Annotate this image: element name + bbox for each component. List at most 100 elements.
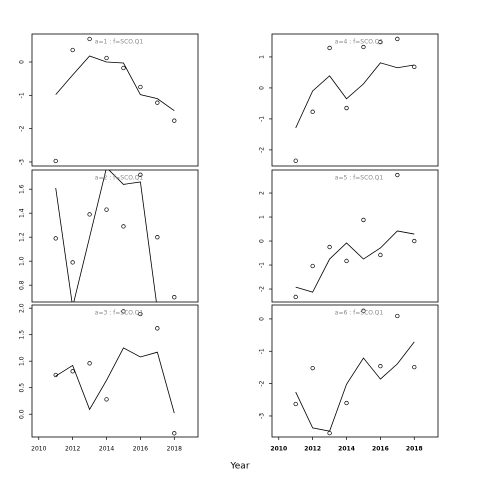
- y-tick-label: 0: [259, 86, 266, 90]
- data-point: [53, 236, 58, 241]
- data-point: [361, 44, 366, 50]
- panel: [53, 309, 177, 436]
- data-point: [310, 109, 315, 114]
- data-point: [70, 260, 75, 265]
- panel-frame: [271, 33, 439, 167]
- panel: [53, 170, 177, 302]
- panel: [53, 36, 177, 164]
- data-point: [104, 397, 109, 402]
- panel-title: a=4 : f=SCO.Q1: [335, 39, 384, 46]
- data-point: [310, 365, 315, 371]
- data-point: [121, 224, 126, 229]
- data-point: [412, 238, 417, 244]
- data-point: [87, 36, 92, 42]
- panel: [293, 36, 417, 163]
- x-tick-label: 2014: [99, 446, 114, 453]
- panel-frame: [271, 169, 439, 303]
- panel-title: a=5 : f=SCO.Q1: [335, 175, 384, 182]
- y-tick-label: -3: [19, 159, 26, 165]
- data-point: [378, 39, 383, 45]
- fitted-line: [295, 230, 415, 293]
- panel-frame: [31, 304, 199, 438]
- x-tick-label: 2016: [133, 446, 148, 453]
- data-point: [138, 84, 143, 90]
- x-tick-label: 2012: [304, 446, 321, 453]
- y-tick-label: -1: [259, 262, 266, 268]
- y-tick-label: 0: [259, 239, 266, 243]
- data-point: [378, 363, 383, 369]
- y-tick-label: 0.8: [19, 280, 26, 290]
- data-point: [155, 100, 160, 105]
- data-point: [53, 158, 58, 164]
- data-point: [327, 244, 332, 250]
- data-point: [344, 105, 349, 111]
- data-point: [395, 172, 400, 178]
- y-tick-label: 1.5: [19, 330, 26, 340]
- x-tick-label: 2018: [406, 446, 423, 453]
- data-point: [87, 361, 92, 366]
- data-point: [138, 311, 143, 317]
- x-tick-label: 2014: [338, 446, 355, 453]
- x-tick-label: 2010: [270, 446, 287, 453]
- data-point: [395, 36, 400, 42]
- data-point: [172, 118, 177, 123]
- y-tick-label: 1.4: [19, 208, 26, 218]
- y-tick-label: -1: [259, 116, 266, 122]
- panel-frame: [31, 33, 199, 167]
- data-point: [121, 65, 126, 71]
- x-tick-label: 2012: [65, 446, 80, 453]
- data-point: [327, 45, 332, 51]
- x-axis-label: Year: [229, 462, 249, 472]
- y-tick-label: -2: [259, 380, 266, 386]
- x-tick-label: 2010: [31, 446, 46, 453]
- y-tick-label: 1.0: [19, 356, 26, 366]
- panel: [293, 308, 417, 436]
- y-tick-label: -1: [19, 92, 26, 98]
- data-point: [344, 400, 349, 406]
- panel-title: a=2 : f=SCO.Q1: [95, 175, 144, 182]
- y-tick-label: -2: [19, 125, 26, 131]
- y-tick-label: 0: [259, 317, 266, 321]
- y-tick-label: 1: [259, 215, 266, 219]
- x-tick-label: 2018: [167, 446, 182, 453]
- data-point: [138, 172, 143, 177]
- y-tick-label: -2: [259, 286, 266, 292]
- y-tick-label: 1: [259, 55, 266, 59]
- fitted-line: [55, 55, 175, 111]
- fitted-line: [295, 341, 415, 432]
- data-point: [172, 295, 177, 300]
- fitted-line: [55, 347, 175, 414]
- panel-title: a=3 : f=SCO.Q1: [95, 310, 144, 317]
- data-point: [155, 326, 160, 331]
- data-point: [310, 263, 315, 269]
- panel-title: a=1 : f=SCO.Q1: [95, 39, 144, 46]
- data-point: [293, 158, 298, 163]
- data-point: [70, 369, 75, 374]
- panel-frame: [31, 169, 199, 303]
- y-tick-label: 0: [19, 60, 26, 64]
- data-point: [395, 313, 400, 319]
- data-point: [361, 217, 366, 223]
- y-tick-label: 2.0: [19, 303, 26, 313]
- y-tick-label: 1.0: [19, 256, 26, 266]
- fitted-line: [55, 170, 157, 302]
- data-point: [155, 235, 160, 240]
- data-point: [104, 207, 109, 212]
- data-point: [412, 364, 417, 370]
- data-point: [344, 258, 349, 264]
- data-point: [70, 47, 75, 53]
- y-tick-label: 1.2: [19, 232, 26, 242]
- data-point: [121, 309, 126, 314]
- y-tick-label: 0.0: [19, 409, 26, 419]
- panel-frame: [271, 304, 439, 438]
- data-point: [327, 430, 332, 436]
- y-tick-label: -2: [259, 147, 266, 153]
- x-tick-label: 2016: [372, 446, 389, 453]
- fitted-line: [295, 62, 415, 129]
- data-point: [104, 55, 109, 61]
- data-point: [378, 252, 383, 258]
- data-point: [361, 308, 366, 313]
- y-tick-label: -3: [259, 413, 266, 419]
- y-tick-label: 1.6: [19, 184, 26, 194]
